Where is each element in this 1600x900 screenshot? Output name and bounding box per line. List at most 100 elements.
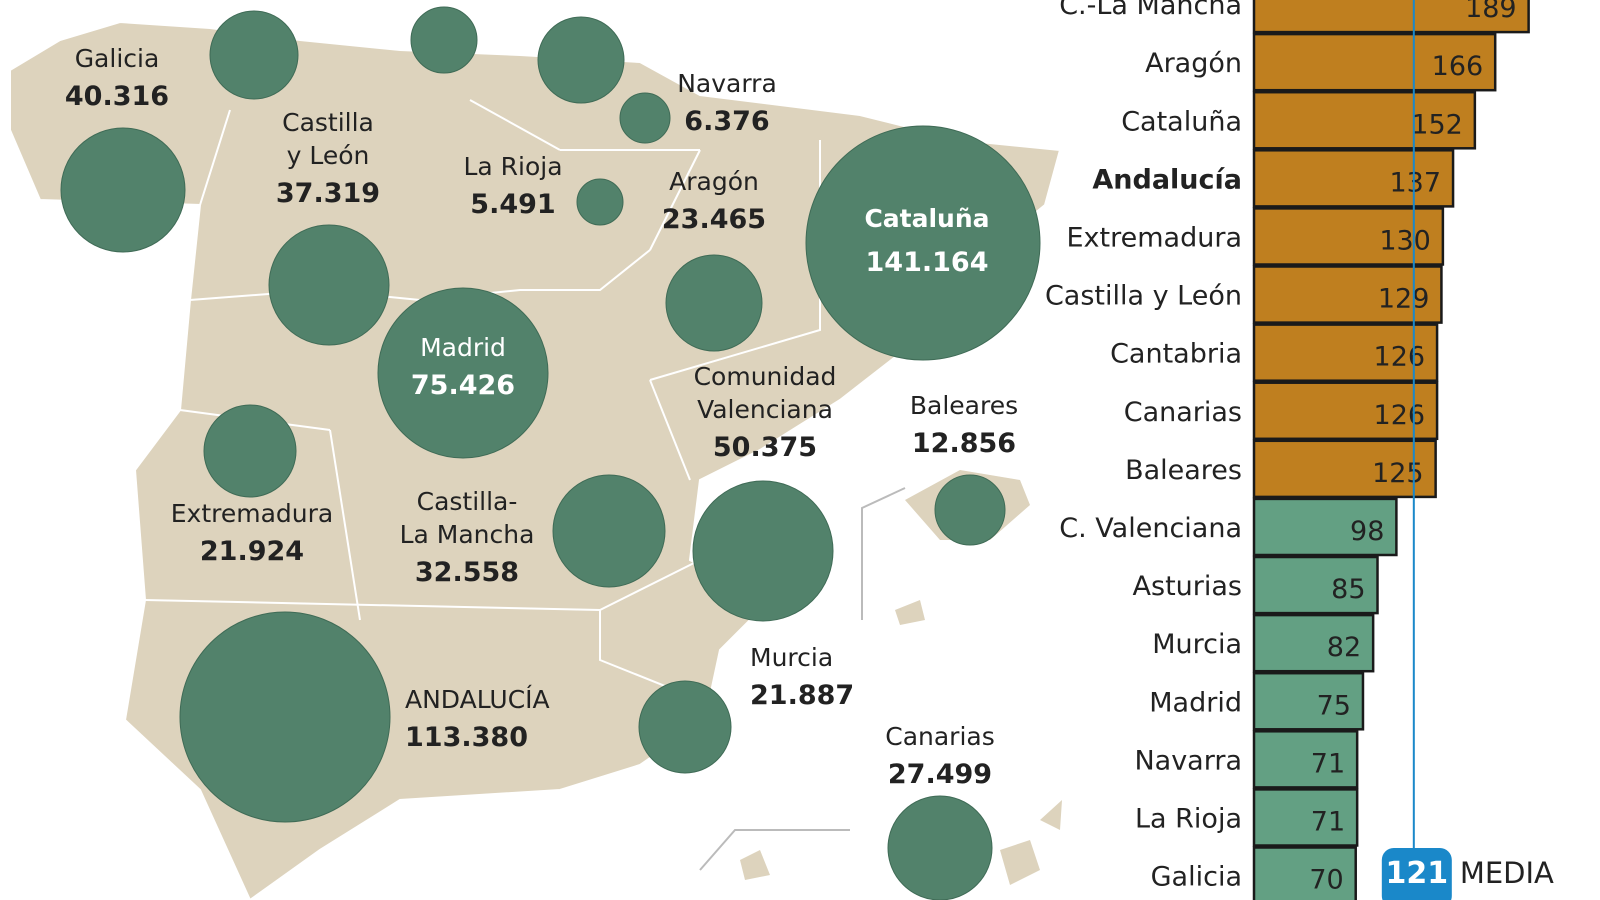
inset-frames	[699, 487, 906, 871]
bar-la-rioja	[1252, 788, 1359, 847]
bar-aragón	[1252, 32, 1497, 92]
bar-label: Navarra	[1134, 745, 1242, 776]
bar-label: C.-La Mancha	[1059, 0, 1242, 21]
bar-value: 82	[1327, 632, 1361, 663]
bar-label: Extremadura	[1067, 222, 1243, 253]
bar-label: Galicia	[1151, 862, 1242, 893]
bar-madrid	[1252, 671, 1365, 731]
region-value: 27.499	[888, 759, 992, 790]
bar-value: 85	[1331, 574, 1365, 605]
bar-cantabria	[1252, 323, 1439, 382]
region-value: 37.319	[276, 178, 380, 209]
region-value: 141.164	[866, 247, 989, 278]
bar-label: Cataluña	[1121, 106, 1242, 137]
bar-c-la-mancha	[1252, 0, 1530, 34]
bubble-comunidad-valenciana	[692, 480, 834, 622]
bar-label: Asturias	[1133, 571, 1242, 602]
bar-chart: C.-La Mancha 189 Aragón 166 Cataluña 152 Andal…	[1045, 0, 1554, 900]
bar-label: Canarias	[1124, 397, 1242, 428]
bar-label: C. Valenciana	[1059, 513, 1242, 544]
bubble-andalucía	[179, 611, 391, 823]
region-name: Cataluña	[864, 204, 989, 233]
bar-value: 71	[1311, 748, 1345, 779]
bar-andalucía	[1252, 149, 1455, 208]
bar-label: Madrid	[1149, 687, 1242, 718]
bar-murcia	[1252, 613, 1375, 673]
bar-value: 98	[1350, 516, 1384, 547]
bubble-region	[537, 16, 625, 104]
bar-value: 71	[1311, 806, 1345, 837]
bar-castilla-y-león	[1252, 265, 1443, 324]
bar-label: Cantabria	[1110, 339, 1242, 370]
bubble-canarias	[887, 795, 993, 900]
region-name: Comunidad	[694, 362, 837, 391]
region-name: y León	[287, 141, 370, 170]
bubble-region	[209, 10, 299, 100]
bar-navarra	[1252, 730, 1359, 789]
region-name: Extremadura	[171, 499, 334, 528]
bar-value: 129	[1378, 284, 1430, 315]
bar-cataluña	[1252, 90, 1477, 150]
bar-extremadura	[1252, 207, 1445, 266]
bubble-navarra	[619, 92, 671, 144]
bar-value: 166	[1432, 51, 1484, 82]
region-value: 21.924	[200, 536, 304, 567]
bar-label: Baleares	[1125, 455, 1242, 486]
region-name: Valenciana	[697, 395, 833, 424]
bubble-madrid	[377, 287, 549, 459]
region-name: Galicia	[75, 44, 160, 73]
bubble-la-rioja	[576, 178, 624, 226]
region-name: ANDALUCÍA	[405, 685, 550, 714]
bar-value: 137	[1390, 167, 1442, 198]
bubble-extremadura	[203, 404, 297, 498]
bar-value: 125	[1372, 458, 1424, 489]
region-value: 113.380	[405, 722, 528, 753]
bar-value: 126	[1374, 400, 1426, 431]
bar-baleares	[1252, 439, 1437, 499]
region-value: 12.856	[912, 428, 1016, 459]
region-name: Castilla-	[417, 487, 518, 516]
bubble-galicia	[60, 127, 186, 253]
region-value: 21.887	[750, 680, 854, 711]
bar-value: 130	[1379, 225, 1431, 256]
bar-label: La Rioja	[1135, 803, 1242, 834]
region-name: Canarias	[885, 722, 995, 751]
bar-value: 75	[1317, 690, 1351, 721]
media-value: 121	[1386, 856, 1449, 891]
region-name: Navarra	[677, 69, 777, 98]
bar-label: Murcia	[1152, 629, 1242, 660]
bar-value: 126	[1374, 342, 1426, 373]
region-value: 23.465	[662, 204, 766, 235]
bar-value: 189	[1465, 0, 1517, 24]
region-name: Aragón	[669, 167, 759, 196]
bubble-region	[410, 6, 478, 74]
bubble-cataluña	[805, 125, 1041, 361]
region-name: Castilla	[282, 108, 374, 137]
bar-asturias	[1252, 555, 1379, 615]
region-value: 40.316	[65, 81, 169, 112]
region-name: Murcia	[750, 643, 833, 672]
bubble-baleares	[934, 474, 1006, 546]
region-value: 32.558	[415, 557, 519, 588]
bubbles-layer: Galicia 40.316 Navarra 6.376 Castilla y León 3…	[60, 6, 1041, 900]
region-name: La Mancha	[400, 520, 535, 549]
region-name: La Rioja	[463, 152, 562, 181]
region-value: 6.376	[684, 106, 769, 137]
bar-canarias	[1252, 381, 1439, 441]
bar-galicia	[1252, 846, 1357, 900]
media-badge	[1381, 848, 1452, 900]
bar-label: Castilla y León	[1045, 281, 1242, 312]
region-value: 5.491	[470, 189, 555, 220]
bar-label: Andalucía	[1092, 164, 1242, 195]
bubble-aragón	[665, 254, 763, 352]
bar-c-valenciana	[1252, 497, 1398, 557]
region-value: 50.375	[713, 432, 817, 463]
bubble-castilla-la-mancha	[552, 474, 666, 588]
region-name: Baleares	[910, 391, 1018, 420]
bubble-castilla-y-león	[268, 224, 390, 346]
bubble-murcia	[638, 680, 732, 774]
region-value: 75.426	[411, 370, 515, 401]
region-name: Madrid	[420, 333, 506, 362]
bar-value: 70	[1309, 865, 1343, 896]
